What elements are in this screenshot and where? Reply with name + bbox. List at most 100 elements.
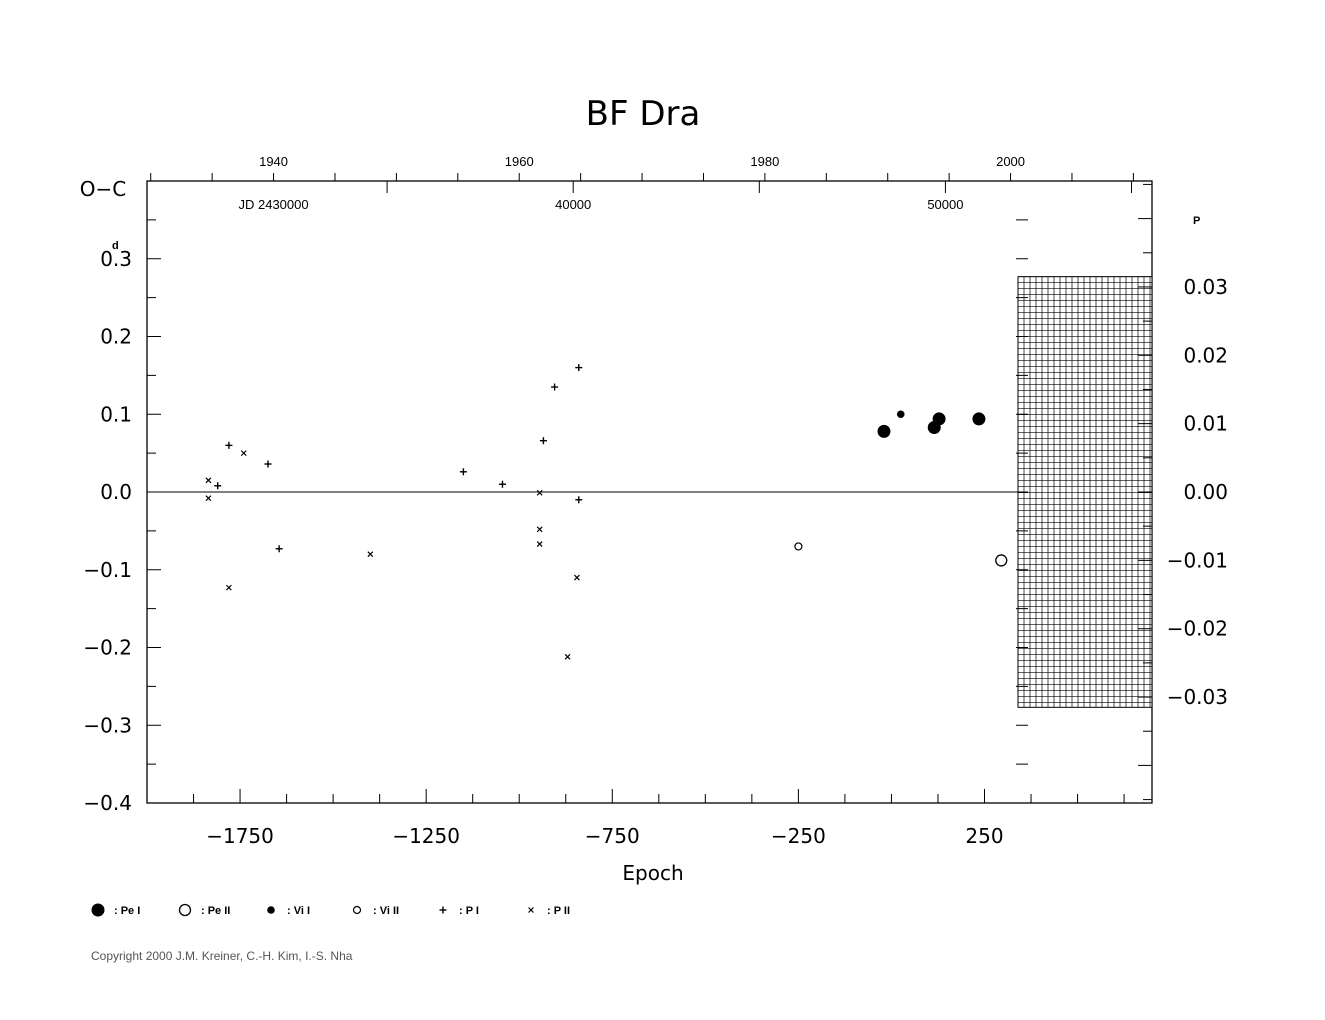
marker-vi2: [352, 905, 362, 915]
marker-pe2: [995, 554, 1008, 567]
y2-tick-label: 0.01: [1183, 412, 1228, 436]
jd-tick-label: 40000: [555, 197, 591, 212]
year-tick-label: 1960: [505, 154, 534, 169]
legend-item: : Vi II: [352, 905, 399, 917]
legend-item: : P II: [528, 905, 570, 917]
year-tick-label: 2000: [996, 154, 1025, 169]
data-point: [240, 450, 247, 457]
data-point: [575, 364, 583, 372]
copyright-text: Copyright 2000 J.M. Kreiner, C.-H. Kim, …: [91, 949, 353, 963]
data-point: [932, 412, 946, 426]
y2-tick-label: −0.01: [1167, 548, 1228, 572]
x-tick-label: −750: [585, 824, 640, 848]
x-tick-label: −1250: [392, 824, 460, 848]
data-point: [536, 541, 543, 548]
marker-pe1: [91, 903, 105, 917]
y2-tick-label: 0.03: [1183, 275, 1228, 299]
legend-item: : Pe I: [91, 903, 140, 917]
y-axis-left: −0.4 −0.3 −0.2 −0.1 0.0 0.1 0.2 0.3: [83, 180, 1028, 815]
top-year-axis: 1940 1960 1980 2000 JD 2430000 40000 50000: [150, 154, 1134, 212]
y-unit-label: d: [112, 240, 119, 252]
data-point: [498, 480, 506, 488]
y-tick-label: 0.2: [100, 325, 132, 349]
data-point: [564, 653, 571, 660]
y-tick-label: 0.3: [100, 247, 132, 271]
data-point: [536, 526, 543, 533]
x-tick-label: −250: [771, 824, 826, 848]
x-axis-label: Epoch: [622, 861, 683, 885]
y-tick-label: −0.2: [83, 636, 132, 660]
marker-p2-b: [536, 526, 543, 533]
marker-p2-b: [225, 584, 232, 591]
y-tick-label: 0.0: [100, 480, 132, 504]
data-point: [205, 477, 212, 484]
legend-label: : Vi II: [373, 905, 399, 917]
marker-vi1: [267, 906, 275, 914]
y2-tick-label: 0.00: [1183, 480, 1228, 504]
x-axis: −1750 −1250 −750 −250 250: [193, 789, 1125, 848]
x-tick-label: −1750: [206, 824, 274, 848]
y-tick-label: −0.4: [83, 791, 132, 815]
y-tick-label: −0.3: [83, 713, 132, 737]
y-tick-label: 0.1: [100, 402, 132, 426]
data-point: [459, 468, 467, 476]
data-point: [972, 412, 986, 426]
y2-tick-label: 0.02: [1183, 343, 1228, 367]
year-tick-label: 1940: [259, 154, 288, 169]
data-point: [573, 574, 580, 581]
y-axis-label: O−C: [80, 177, 126, 201]
data-point: [539, 437, 547, 445]
jd-prefix-label: JD 2430000: [238, 197, 308, 212]
y-axis-right: 0.03 0.02 0.01 0.00 −0.01 −0.02 −0.03: [1138, 183, 1228, 801]
y-tick-label: −0.1: [83, 558, 132, 582]
data-point: [794, 542, 803, 551]
legend-label: : P II: [547, 905, 570, 917]
marker-pe1: [932, 412, 946, 426]
jd-tick-label: 50000: [927, 197, 963, 212]
data-point: [896, 410, 905, 419]
data-point: [536, 489, 543, 496]
marker-p2-b: [564, 653, 571, 660]
data-point: [877, 424, 891, 438]
legend-item: : Pe II: [178, 903, 230, 917]
marker-pe1: [972, 412, 986, 426]
legend-item: : Vi I: [267, 905, 310, 917]
data-point: [275, 545, 283, 553]
marker-p2-b: [536, 541, 543, 548]
legend-label: : Vi I: [287, 905, 310, 917]
marker-pe1: [877, 424, 891, 438]
marker-p2-b: [240, 450, 247, 457]
marker-p2-b: [528, 907, 534, 913]
data-point: [995, 554, 1008, 567]
legend-label: : Pe II: [201, 905, 230, 917]
data-point: [264, 460, 272, 468]
marker-p2-b: [367, 551, 374, 558]
marker-p2-b: [205, 495, 212, 502]
marker-pe2: [178, 903, 192, 917]
hatched-grid-region: [1017, 276, 1153, 708]
legend-label: : P I: [459, 905, 479, 917]
marker-p2-b: [536, 489, 543, 496]
marker-vi1: [896, 410, 905, 419]
data-points: [205, 364, 1008, 660]
data-point: [367, 551, 374, 558]
year-tick-label: 1980: [750, 154, 779, 169]
data-point: [205, 495, 212, 502]
y2-tick-label: −0.02: [1167, 617, 1228, 641]
data-point: [575, 496, 583, 504]
legend-label: : Pe I: [114, 905, 140, 917]
x-tick-label: 250: [965, 824, 1003, 848]
chart-title: BF Dra: [586, 94, 701, 134]
data-point: [214, 482, 222, 490]
legend-item: : P I: [439, 905, 479, 917]
marker-vi2: [794, 542, 803, 551]
y2-unit-label: P: [1193, 215, 1200, 227]
legend: : Pe I : Pe II : Vi I : Vi II : P I : P II: [91, 903, 570, 917]
marker-p2-b: [573, 574, 580, 581]
y2-tick-label: −0.03: [1167, 685, 1228, 709]
data-point: [225, 441, 233, 449]
data-point: [551, 383, 559, 391]
data-point: [225, 584, 232, 591]
marker-p2-b: [205, 477, 212, 484]
